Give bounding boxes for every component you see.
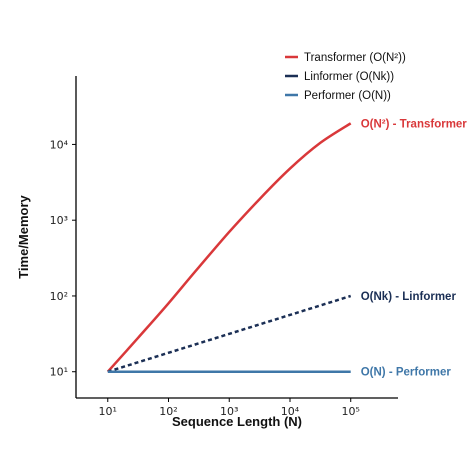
y-axis-title: Time/Memory (16, 194, 31, 278)
legend-label-linformer: Linformer (O(Nk)) (304, 71, 394, 83)
x-tick-label: 10³ (220, 405, 238, 418)
series-line-1 (107, 294, 352, 373)
x-tick-label: 10⁴ (281, 405, 300, 418)
series-annotation-1: O(Nk) - Linformer (361, 291, 457, 303)
series-annotation-0: O(N²) - Transformer (361, 118, 468, 130)
legend-label-performer: Performer (O(N)) (304, 90, 391, 102)
x-ticks: 10¹ 10² 10³ 10⁴ 10⁵ (99, 398, 360, 418)
y-tick-label: 10¹ (50, 366, 68, 379)
series-annotations: O(N²) - Transformer O(Nk) - Linformer O(N)… (361, 118, 468, 378)
series-lines (106, 122, 352, 373)
legend: Transformer (O(N²)) Linformer (O(Nk)) Pe… (285, 52, 406, 102)
y-tick-label: 10⁴ (50, 138, 69, 151)
series-annotation-2: O(N) - Performer (361, 367, 452, 379)
x-tick-label: 10⁵ (342, 405, 360, 418)
x-tick-label: 10¹ (99, 405, 117, 418)
y-ticks: 10¹ 10² 10³ 10⁴ (50, 138, 76, 379)
legend-label-transformer: Transformer (O(N²)) (304, 52, 406, 64)
y-tick-label: 10³ (50, 214, 68, 227)
y-tick-label: 10² (50, 290, 68, 303)
x-tick-label: 10² (159, 405, 177, 418)
x-axis-title: Sequence Length (N) (172, 414, 302, 429)
series-line-0 (106, 122, 352, 373)
